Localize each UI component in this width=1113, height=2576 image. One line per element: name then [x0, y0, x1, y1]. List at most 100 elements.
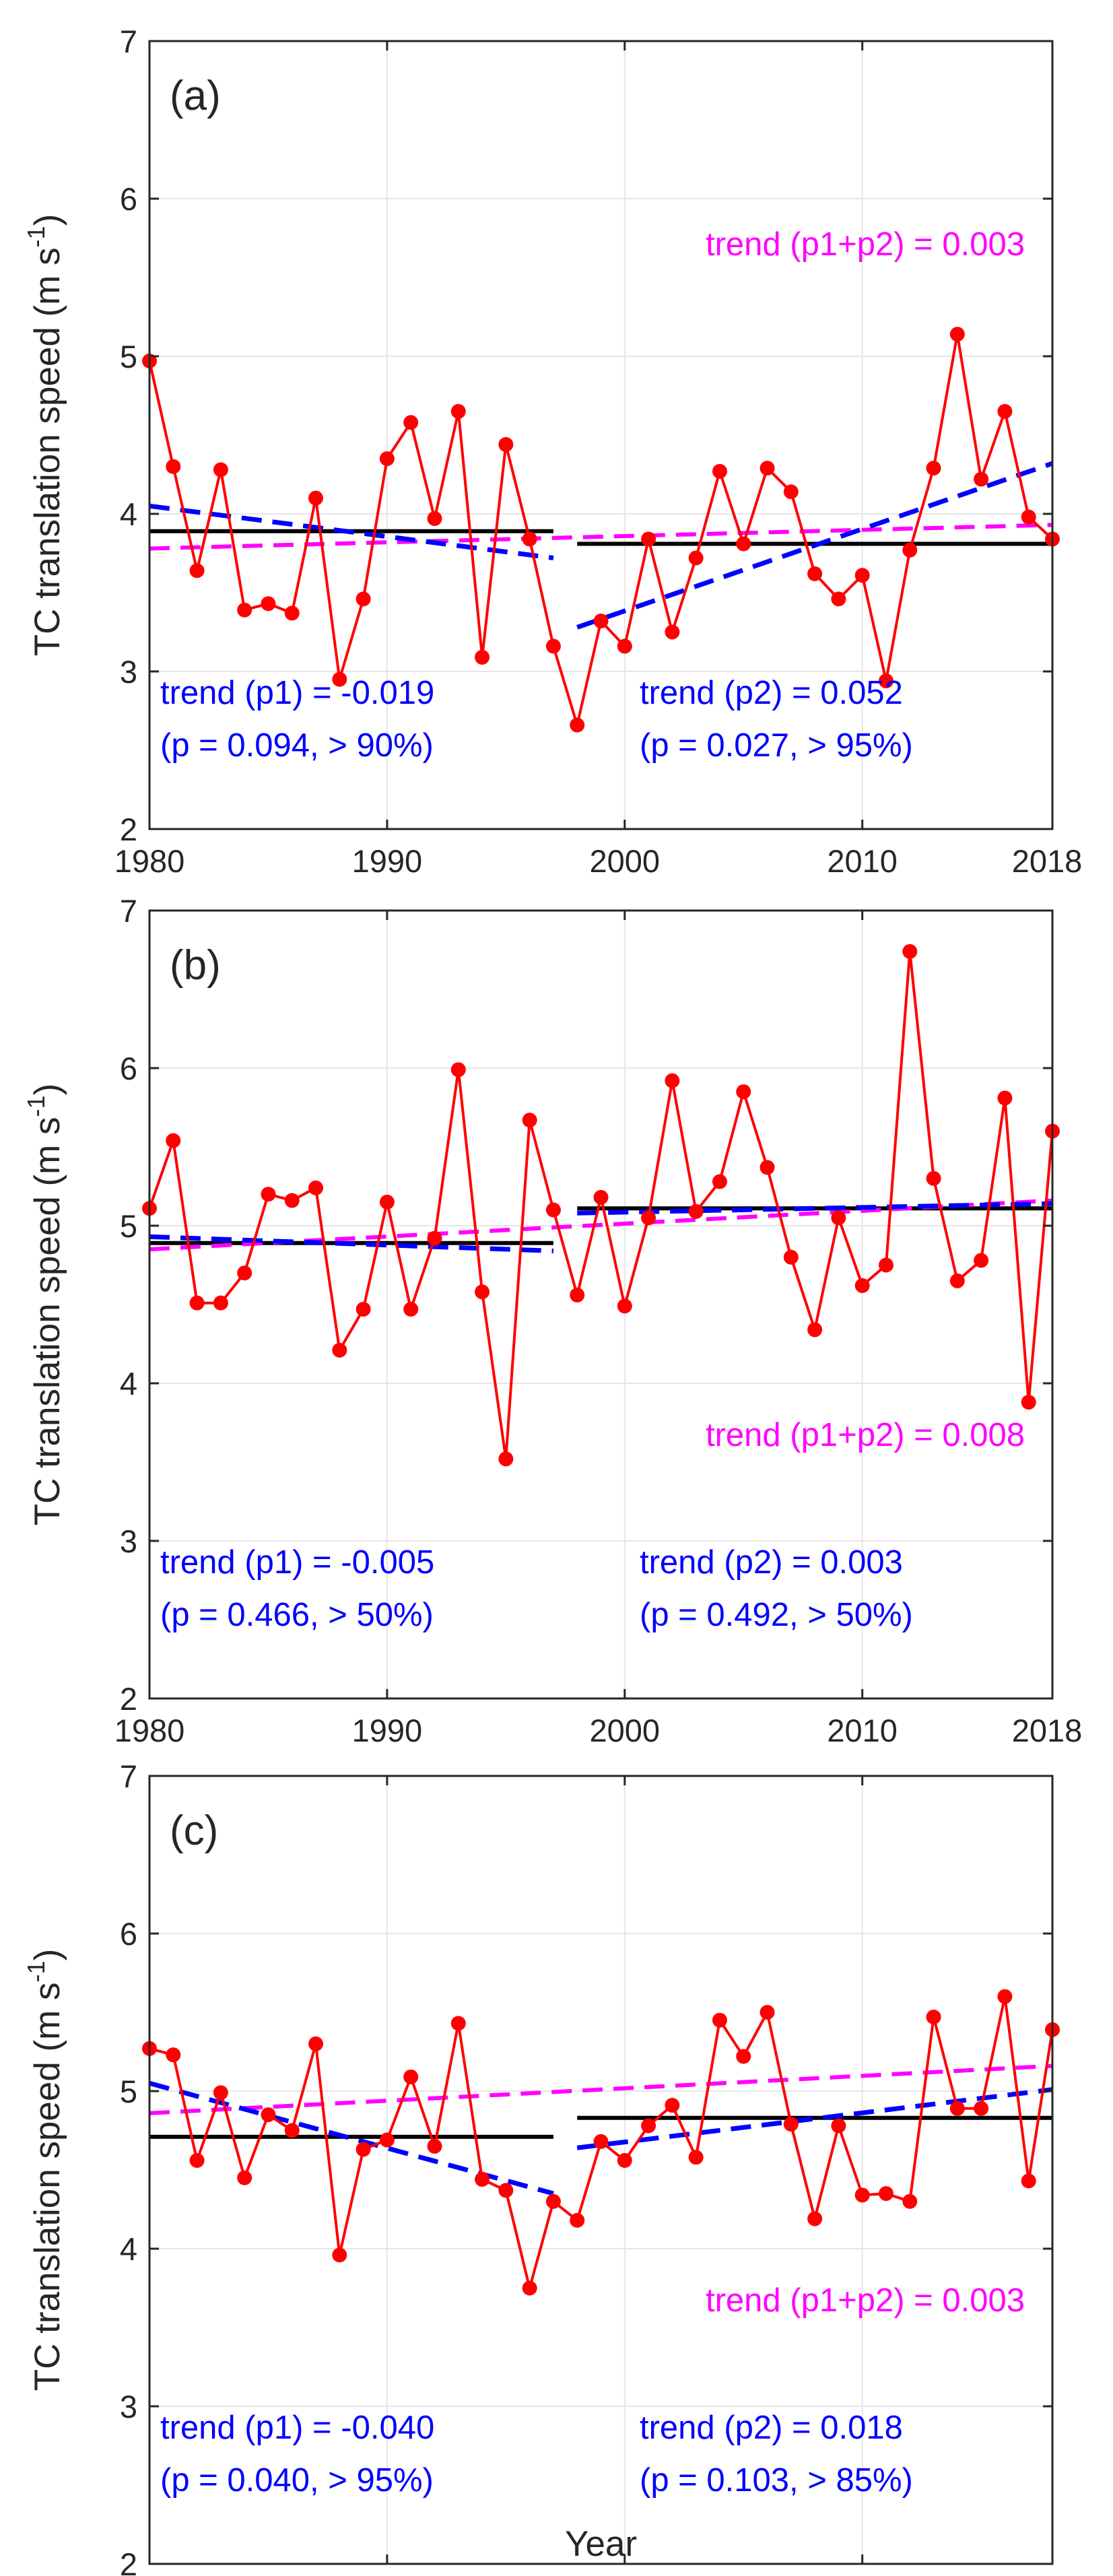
y-tick-label: 7: [120, 24, 137, 59]
data-point: [617, 1298, 632, 1314]
data-point: [427, 1230, 442, 1246]
y-axis-label-main: TC translation speed (m s: [28, 1117, 67, 1525]
data-point: [949, 2101, 965, 2116]
data-point: [854, 2187, 870, 2203]
data-point: [332, 671, 347, 687]
data-point: [570, 717, 585, 733]
data-point: [902, 542, 918, 558]
trend-all-text: trend (p1+p2) = 0.008: [706, 1417, 1025, 1453]
data-point: [760, 461, 775, 476]
data-point: [831, 1210, 846, 1226]
data-point: [1021, 1395, 1036, 1410]
data-point: [688, 2150, 704, 2165]
data-point: [475, 649, 490, 665]
data-point: [665, 624, 680, 640]
y-axis-label-superscript: -1: [22, 1095, 50, 1117]
trend-p1-text: trend (p1) = -0.019: [160, 675, 434, 711]
data-point: [427, 511, 442, 527]
data-point: [261, 2107, 276, 2123]
data-point: [213, 2085, 228, 2101]
data-point: [854, 1278, 870, 1293]
data-point: [854, 568, 870, 583]
data-point: [403, 2069, 419, 2084]
data-point: [736, 1084, 751, 1100]
y-tick-label: 5: [120, 1208, 137, 1244]
data-point: [356, 1302, 371, 1317]
data-point: [926, 2010, 941, 2025]
data-point: [379, 1194, 395, 1210]
data-point: [949, 327, 965, 342]
panel-a: 1980 1990 2000 2010 2018 2 3 4 5 6 7 (a) TC translat…: [22, 24, 1082, 879]
data-point: [213, 462, 228, 477]
data-point: [498, 437, 514, 453]
data-point: [545, 2193, 561, 2209]
data-point: [522, 1113, 537, 1128]
y-tick-label: 5: [120, 2074, 137, 2109]
data-point: [712, 463, 727, 479]
x-tick-label: 1990: [352, 1713, 423, 1748]
y-tick-label: 2: [120, 2546, 137, 2576]
data-point: [712, 1174, 727, 1189]
data-point: [736, 2049, 751, 2064]
data-point: [997, 1090, 1013, 1106]
data-point: [332, 2247, 347, 2263]
data-point: [522, 2280, 537, 2296]
data-point: [641, 1210, 656, 1226]
trend-p2-pvalue-text: (p = 0.492, > 50%): [640, 1597, 913, 1633]
data-point: [189, 1295, 205, 1311]
plot-area: [149, 41, 1052, 829]
trend-p1-text: trend (p1) = -0.005: [160, 1544, 434, 1581]
x-tick-label: 1980: [114, 843, 185, 879]
trend-p1-pvalue-text: (p = 0.094, > 90%): [160, 727, 434, 764]
data-point: [237, 1265, 252, 1281]
y-tick-label: 4: [120, 496, 137, 532]
data-point: [189, 2152, 205, 2168]
axes-box: [148, 40, 1054, 830]
trend-line-all: [149, 523, 1053, 551]
y-tick-label: 5: [120, 339, 137, 374]
data-point: [783, 2117, 799, 2132]
data-point: [166, 1133, 181, 1148]
axes-box: [148, 1775, 1054, 2565]
y-tick-label: 2: [120, 1681, 137, 1717]
data-point: [760, 1160, 775, 1175]
data-point: [379, 2132, 395, 2148]
y-axis-label: TC translation speed (m s-1): [22, 214, 67, 656]
data-point: [878, 673, 893, 689]
y-axis-label-superscript: -1: [22, 1960, 50, 1982]
data-point: [237, 2170, 252, 2185]
y-axis-label: TC translation speed (m s-1): [22, 1949, 67, 2391]
trend-line-all: [149, 2063, 1053, 2115]
data-point: [189, 563, 205, 579]
data-point: [308, 490, 324, 506]
data-point: [284, 605, 300, 621]
data-point: [807, 1322, 823, 1337]
trend-p1-text: trend (p1) = -0.040: [160, 2410, 434, 2446]
y-tick-label: 3: [120, 2389, 137, 2424]
y-tick-label: 3: [120, 1523, 137, 1559]
data-point: [427, 2138, 442, 2154]
trend-p2-pvalue-text: (p = 0.103, > 85%): [640, 2462, 913, 2499]
x-axis-label: Year: [565, 2524, 637, 2564]
data-point: [593, 1189, 609, 1205]
plot-area: [149, 1776, 1052, 2564]
trend-p1-pvalue-text: (p = 0.466, > 50%): [160, 1597, 434, 1633]
data-point: [284, 1193, 300, 1208]
panel-label: (a): [170, 73, 221, 119]
data-point: [308, 1180, 324, 1195]
trend-all-text: trend (p1+p2) = 0.003: [706, 226, 1025, 263]
data-point: [356, 2142, 371, 2157]
panel-b: 1980 1990 2000 2010 2018 2 3 4 5 6 7 (b) TC translat…: [22, 893, 1082, 1748]
x-tick-label: 1980: [114, 1713, 185, 1748]
y-tick-label: 7: [120, 1758, 137, 1794]
data-point: [807, 2211, 823, 2226]
data-point: [570, 1287, 585, 1302]
trend-p1-pvalue-text: (p = 0.040, > 95%): [160, 2462, 434, 2499]
y-axis-label-main: TC translation speed (m s: [28, 1982, 67, 2391]
data-point: [949, 1273, 965, 1288]
data-point: [356, 591, 371, 607]
data-point: [450, 2016, 466, 2031]
y-axis-label-superscript: -1: [22, 226, 50, 247]
